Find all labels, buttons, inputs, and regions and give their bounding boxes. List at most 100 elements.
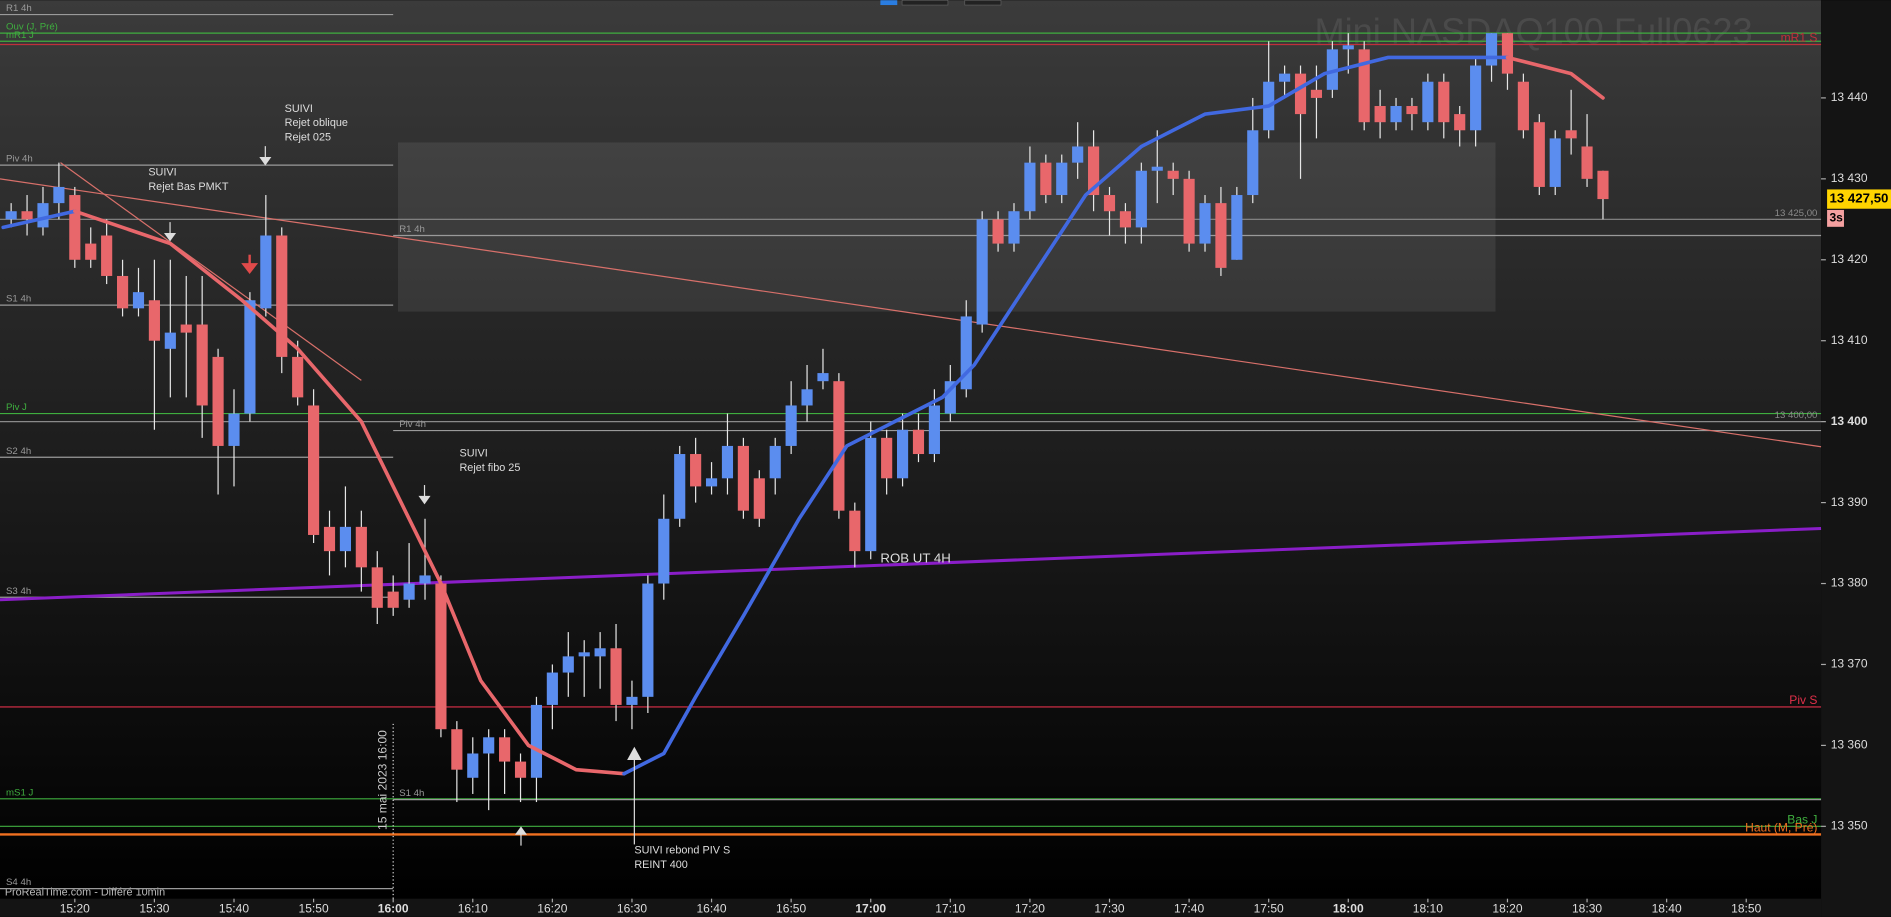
candle-body [1374,106,1386,123]
y-tick-label: 13 390 [1831,495,1868,509]
candle-body [1199,203,1211,244]
candle-body [355,526,367,568]
x-tick-label: 18:20 [1492,902,1522,916]
candle-body [1470,65,1482,131]
candle-body [1310,89,1323,98]
candle-body [1056,162,1068,196]
candle-body [1151,166,1163,171]
y-tick-label: 13 380 [1831,576,1868,590]
candle-body [419,575,431,584]
level-label: mR1 S [1781,31,1818,45]
annotation: SUIVI Rejet Bas PMKT [148,167,229,193]
candle-body [849,510,861,552]
candle-body [371,567,383,608]
price-tag-label: 13 427,50 [1829,191,1888,206]
candle-body [451,729,463,770]
candle-body [705,478,718,487]
candle-body [1294,73,1307,115]
candle-body [785,405,797,446]
level-label: 13 400,00 [1775,410,1818,421]
annotation-line: Rejet 025 [285,132,331,144]
y-tick-label: 13 400 [1831,414,1868,428]
level-label: Ouv (J, Pré) [6,22,58,33]
candle-body [514,761,527,778]
toolbar-field[interactable] [964,0,1002,6]
trend-line [0,178,1822,448]
candle-body [1549,138,1561,187]
candle-body [1597,170,1609,200]
candle-body [626,696,638,705]
candle-body [801,389,813,406]
candle-body [196,324,208,406]
candle-body [674,454,686,519]
candle-body [642,583,654,697]
x-tick-label: 16:20 [537,902,567,916]
candle-body [658,518,670,584]
candle-body [1167,170,1179,179]
countdown-box [1827,209,1844,227]
candle-body [753,478,765,519]
candle-body [116,275,129,309]
x-tick-label: 16:10 [458,902,488,916]
candle-body [769,445,781,479]
candle-body [101,235,113,276]
annotation-line: REINT 400 [634,859,687,871]
level-label: S1 4h [6,294,31,305]
y-tick-label: 13 350 [1831,819,1868,833]
candle-body [1135,170,1147,228]
annotation-line: SUIVI [148,167,176,179]
arrow-head [259,157,272,166]
watermark-title: Mini NASDAQ100 Full0623 [1315,11,1753,52]
candle-body [1103,195,1116,212]
candle-body [1119,211,1131,228]
x-tick-label: 17:20 [1015,902,1045,916]
toolbar-field[interactable] [901,0,949,6]
y-tick-label: 13 420 [1831,252,1868,266]
x-tick-label: 16:40 [696,902,726,916]
candle-body [610,648,622,705]
annotation-line: ROB UT 4H [880,550,950,565]
price-tag [1827,189,1891,209]
candle-body [833,381,845,511]
moving-average [1505,55,1605,100]
candle-body [1279,73,1291,82]
toolbar-button[interactable] [880,0,898,6]
x-tick-label: 17:10 [935,902,965,916]
candle-body [562,656,574,673]
countdown-label: 3s [1829,211,1843,225]
candle-body [292,356,304,398]
annotation-line: Rejet oblique [285,117,348,129]
trend-line [0,526,1822,602]
candle-body [1422,81,1434,123]
level-label: 13 425,00 [1775,208,1818,219]
trend-line [60,162,362,381]
candle-body [944,381,956,414]
arrow-head [164,232,177,242]
candle-body [578,652,590,657]
annotation-line: SUIVI [285,103,313,115]
candle-body [1517,81,1529,131]
x-tick-label: 15:30 [139,902,169,916]
candle-body [1231,195,1243,260]
level-label: S1 4h [399,788,424,799]
candle-body [530,704,543,778]
candle-body [69,195,81,260]
level-label: Piv 4h [6,154,33,165]
x-tick-label: 17:40 [1174,902,1204,916]
y-tick-label: 13 440 [1831,90,1868,104]
moving-average [622,55,1510,776]
candle-body [896,429,909,479]
candle-body [817,373,829,382]
level-label: S2 4h [6,446,31,457]
candle-body [928,405,940,455]
candle-body [483,737,495,754]
candle-body [244,300,256,414]
candle-body [881,437,893,479]
candle-body [1533,122,1545,187]
arrow-head [514,826,528,835]
moving-average [73,209,626,776]
candle-body [323,526,336,552]
x-tick-label: 18:30 [1572,902,1602,916]
x-axis-panel [0,898,1822,917]
